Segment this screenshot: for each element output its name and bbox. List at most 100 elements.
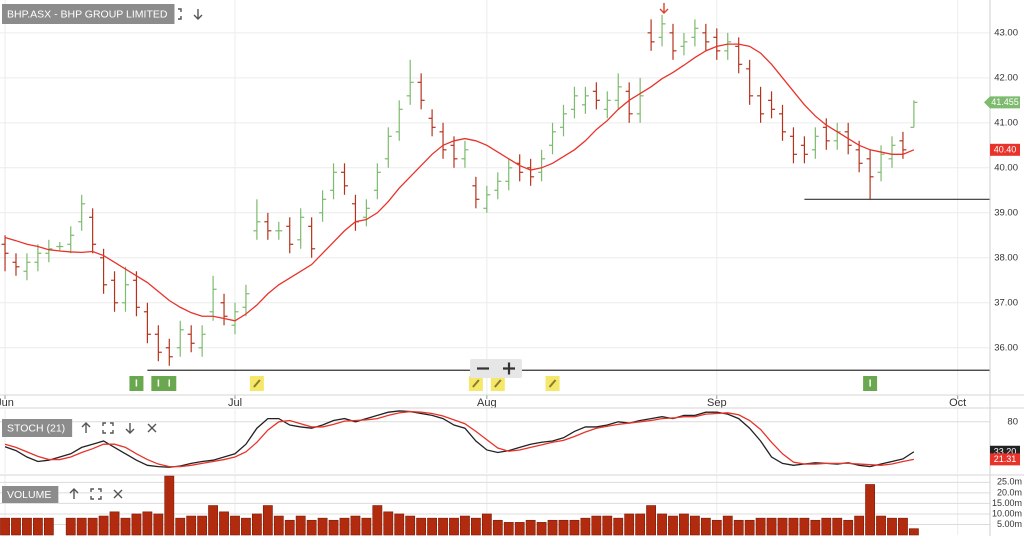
- volume-bar: [449, 517, 459, 536]
- signal-arrow: [659, 3, 669, 14]
- volume-bar: [777, 517, 788, 536]
- volume-bar: [241, 517, 251, 536]
- volume-bar: [120, 517, 131, 536]
- volume-bar: [361, 517, 372, 536]
- volume-bar: [832, 517, 843, 536]
- volume-bar: [591, 515, 602, 536]
- info-event: [863, 376, 878, 391]
- y-tick-label: 15.00m: [992, 498, 1022, 508]
- volume-bar: [197, 515, 208, 536]
- info-event-label: I: [168, 379, 171, 390]
- volume-bar: [186, 515, 197, 536]
- event-marker[interactable]: [490, 376, 505, 391]
- volume-bar: [328, 519, 339, 536]
- volume-bar: [164, 475, 175, 536]
- event-marker[interactable]: [249, 376, 264, 391]
- volume-bar: [876, 515, 886, 536]
- y-tick-label: 41.00: [994, 117, 1018, 128]
- event-marker[interactable]: I: [129, 376, 144, 391]
- close-icon[interactable]: [147, 423, 157, 433]
- event-marker[interactable]: I: [162, 376, 177, 391]
- volume-bar: [251, 513, 262, 536]
- move-up-icon[interactable]: [69, 488, 79, 499]
- volume-bar: [602, 515, 613, 536]
- value-tag-label: 33.20: [994, 447, 1017, 457]
- volume-bar: [438, 517, 448, 536]
- x-tick-label: Jul: [228, 397, 242, 409]
- zoom-in-button[interactable]: [503, 362, 515, 375]
- note-icon: [253, 379, 261, 388]
- y-tick-label: 25.0m: [997, 477, 1022, 487]
- volume-bar: [898, 517, 908, 536]
- volume-bar: [744, 519, 755, 536]
- volume-bar: [503, 522, 514, 536]
- y-tick-label: 37.00: [994, 297, 1018, 308]
- y-tick-label: 36.00: [994, 342, 1018, 353]
- volume-bar: [843, 519, 854, 536]
- expand-icon[interactable]: [90, 488, 102, 500]
- volume-bar: [679, 513, 689, 536]
- volume-bar: [514, 522, 525, 536]
- volume-bar: [766, 517, 777, 536]
- expand-icon[interactable]: [102, 422, 114, 434]
- volume-bar: [810, 519, 821, 536]
- event-marker[interactable]: I: [863, 376, 878, 391]
- volume-bar: [635, 513, 646, 536]
- event-marker[interactable]: [545, 376, 560, 391]
- volume-bar: [394, 513, 405, 536]
- panel-title: STOCH (21): [7, 422, 65, 434]
- volume-bar: [262, 505, 273, 536]
- close-icon[interactable]: [113, 489, 123, 499]
- y-tick-label: 43.00: [994, 27, 1018, 38]
- volume-bar: [689, 515, 700, 536]
- volume-bar: [11, 517, 21, 536]
- info-event: [162, 376, 177, 391]
- move-up-icon[interactable]: [81, 422, 91, 433]
- y-tick-label: 10.00m: [992, 508, 1022, 518]
- volume-bar: [372, 505, 383, 536]
- y-tick-label: 20.0m: [997, 487, 1022, 497]
- volume-bar: [284, 519, 295, 536]
- volume-bar: [405, 515, 416, 536]
- event-marker[interactable]: I: [151, 376, 166, 391]
- volume-bar: [273, 515, 284, 536]
- move-down-icon[interactable]: [125, 423, 135, 434]
- volume-bar: [0, 517, 10, 536]
- volume-bar: [613, 517, 624, 536]
- volume-bar: [153, 513, 164, 536]
- volume-bar: [646, 505, 656, 536]
- volume-bar: [624, 513, 635, 536]
- x-tick-label: Aug: [477, 397, 497, 409]
- volume-bar: [43, 517, 54, 536]
- volume-bar: [142, 511, 153, 536]
- y-tick-label: 5.00m: [997, 519, 1022, 529]
- panel-title-box: [2, 419, 73, 437]
- volume-bar: [306, 519, 317, 536]
- volume-bar: [427, 517, 437, 536]
- volume-bar: [350, 515, 361, 536]
- note-icon: [472, 379, 480, 388]
- value-tag-label: 21.31: [994, 454, 1017, 464]
- volume-bar: [470, 517, 481, 536]
- value-tag: [990, 143, 1020, 156]
- volume-bar: [569, 519, 580, 536]
- volume-bar: [799, 517, 810, 536]
- x-tick-label: Oct: [949, 397, 966, 409]
- volume-bar: [821, 517, 832, 536]
- event-marker[interactable]: [468, 376, 483, 391]
- y-tick-label: 38.00: [994, 252, 1018, 263]
- tag-layer: 40.40 41.455 BHP.ASX - BHP GROUP LIMITED 33…: [2, 4, 1020, 503]
- volume-bar: [558, 519, 569, 536]
- price-tag: [984, 96, 1020, 109]
- volume-bar: [525, 519, 536, 536]
- y-tick-label: 39.00: [994, 207, 1018, 218]
- volume-bar: [208, 505, 218, 536]
- volume-bar: [295, 515, 306, 536]
- price-tag-label: 41.455: [991, 97, 1019, 107]
- move-down-icon[interactable]: [193, 9, 203, 20]
- volume-bar: [317, 517, 328, 536]
- y-tick-label: 42.00: [994, 72, 1018, 83]
- volume-bar: [481, 513, 492, 536]
